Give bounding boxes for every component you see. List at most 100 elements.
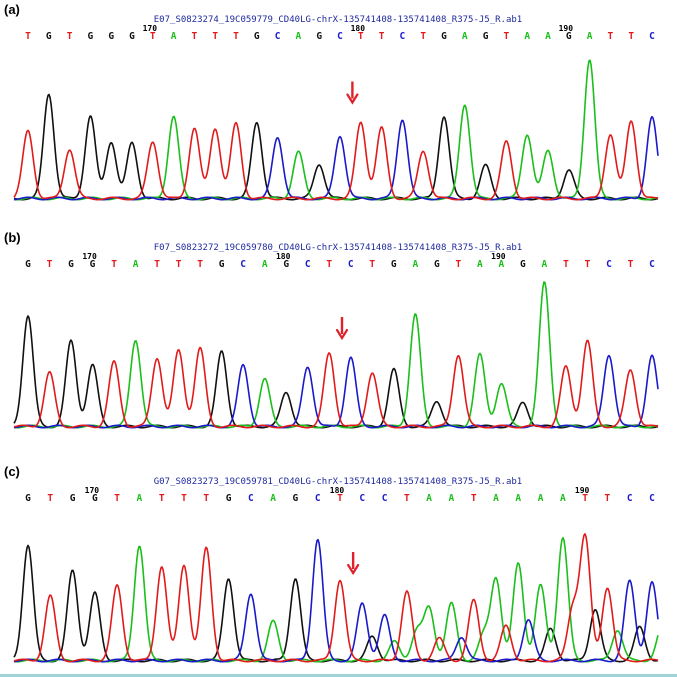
mutation-arrow (335, 317, 349, 341)
base-call: A (296, 31, 302, 42)
base-call: T (150, 31, 156, 42)
base-call: T (114, 493, 120, 504)
trace-line-a (13, 59, 659, 201)
base-call: T (212, 31, 218, 42)
mutation-arrow-b (335, 317, 349, 341)
base-call: G (92, 493, 98, 504)
base-call: G (316, 31, 322, 42)
base-call: T (563, 259, 569, 270)
position-labels-a: 170 180 190 (143, 24, 574, 33)
base-call: T (159, 493, 165, 504)
mutation-arrow (346, 81, 359, 105)
base-call: C (649, 31, 655, 42)
base-call: C (348, 259, 354, 270)
base-call: C (649, 493, 655, 504)
mutation-arrow (347, 552, 360, 576)
base-call: G (70, 493, 76, 504)
base-call: G (283, 259, 289, 270)
trace-line-t (13, 533, 659, 663)
base-call: T (192, 31, 198, 42)
base-call: T (181, 493, 187, 504)
mutation-arrow-c (347, 552, 360, 576)
position-label: 180 (330, 486, 345, 495)
trace-line-t (13, 339, 659, 429)
base-call: G (226, 493, 232, 504)
base-call: A (462, 31, 468, 42)
base-call: T (455, 259, 461, 270)
trace-a (13, 59, 659, 201)
position-label: 190 (559, 24, 574, 33)
base-call: C (400, 31, 406, 42)
base-call: C (606, 259, 612, 270)
chromatogram-panel-a: (a) E07_S0823274_19C059779_CD40LG-chrX-1… (4, 2, 659, 201)
base-call: A (137, 493, 143, 504)
base-call: T (326, 259, 332, 270)
position-label: 170 (85, 486, 100, 495)
base-call: G (68, 259, 74, 270)
base-call: G (391, 259, 397, 270)
panel-label-b: (b) (4, 230, 21, 245)
base-call: T (176, 259, 182, 270)
base-call: A (171, 31, 177, 42)
base-call: C (275, 31, 281, 42)
base-call: C (359, 493, 365, 504)
base-call: A (449, 493, 455, 504)
base-call: T (154, 259, 160, 270)
base-call: T (605, 493, 611, 504)
base-call: G (219, 259, 225, 270)
position-labels-b: 170 180 190 (82, 252, 505, 261)
base-call: G (483, 31, 489, 42)
base-call: C (649, 259, 655, 270)
trace-c (13, 533, 659, 663)
base-call: A (524, 31, 530, 42)
trace-line-c (13, 354, 659, 429)
base-call: T (585, 259, 591, 270)
base-call: G (25, 259, 31, 270)
file-title-b: F07_S0823272_19C059780_CD40LG-chrX-13574… (154, 243, 522, 253)
base-call: G (520, 259, 526, 270)
base-call: A (270, 493, 276, 504)
position-label: 180 (276, 252, 291, 261)
mutation-arrow-a (346, 81, 359, 105)
base-call: T (628, 259, 634, 270)
base-call: C (337, 31, 343, 42)
base-call: T (233, 31, 239, 42)
base-call: T (628, 31, 634, 42)
panel-label-c: (c) (4, 464, 20, 479)
base-call: T (47, 493, 53, 504)
base-call: G (434, 259, 440, 270)
base-call: G (46, 31, 52, 42)
position-label: 190 (575, 486, 590, 495)
base-call: T (582, 493, 588, 504)
base-call: A (412, 259, 418, 270)
base-call: C (382, 493, 388, 504)
base-call: A (515, 493, 521, 504)
base-call: G (25, 493, 31, 504)
base-call: C (627, 493, 633, 504)
base-call: G (293, 493, 299, 504)
position-labels-c: 170 180 190 (85, 486, 590, 495)
base-call: T (608, 31, 614, 42)
base-call: C (248, 493, 254, 504)
base-call: A (542, 259, 548, 270)
base-call: T (404, 493, 410, 504)
base-call: T (197, 259, 203, 270)
panel-label-a: (a) (4, 2, 20, 17)
base-call: A (587, 31, 593, 42)
base-call: T (379, 31, 385, 42)
base-call: A (499, 259, 505, 270)
file-title-c: G07_S0823273_19C059781_CD40LG-chrX-13574… (154, 477, 522, 487)
position-label: 180 (351, 24, 366, 33)
base-call: A (493, 493, 499, 504)
base-call: T (47, 259, 53, 270)
base-call: T (203, 493, 209, 504)
base-call: T (504, 31, 510, 42)
position-label: 170 (143, 24, 158, 33)
base-call: T (25, 31, 31, 42)
base-call: G (441, 31, 447, 42)
base-call: T (337, 493, 343, 504)
position-label: 190 (491, 252, 506, 261)
trace-line-t (13, 120, 659, 201)
